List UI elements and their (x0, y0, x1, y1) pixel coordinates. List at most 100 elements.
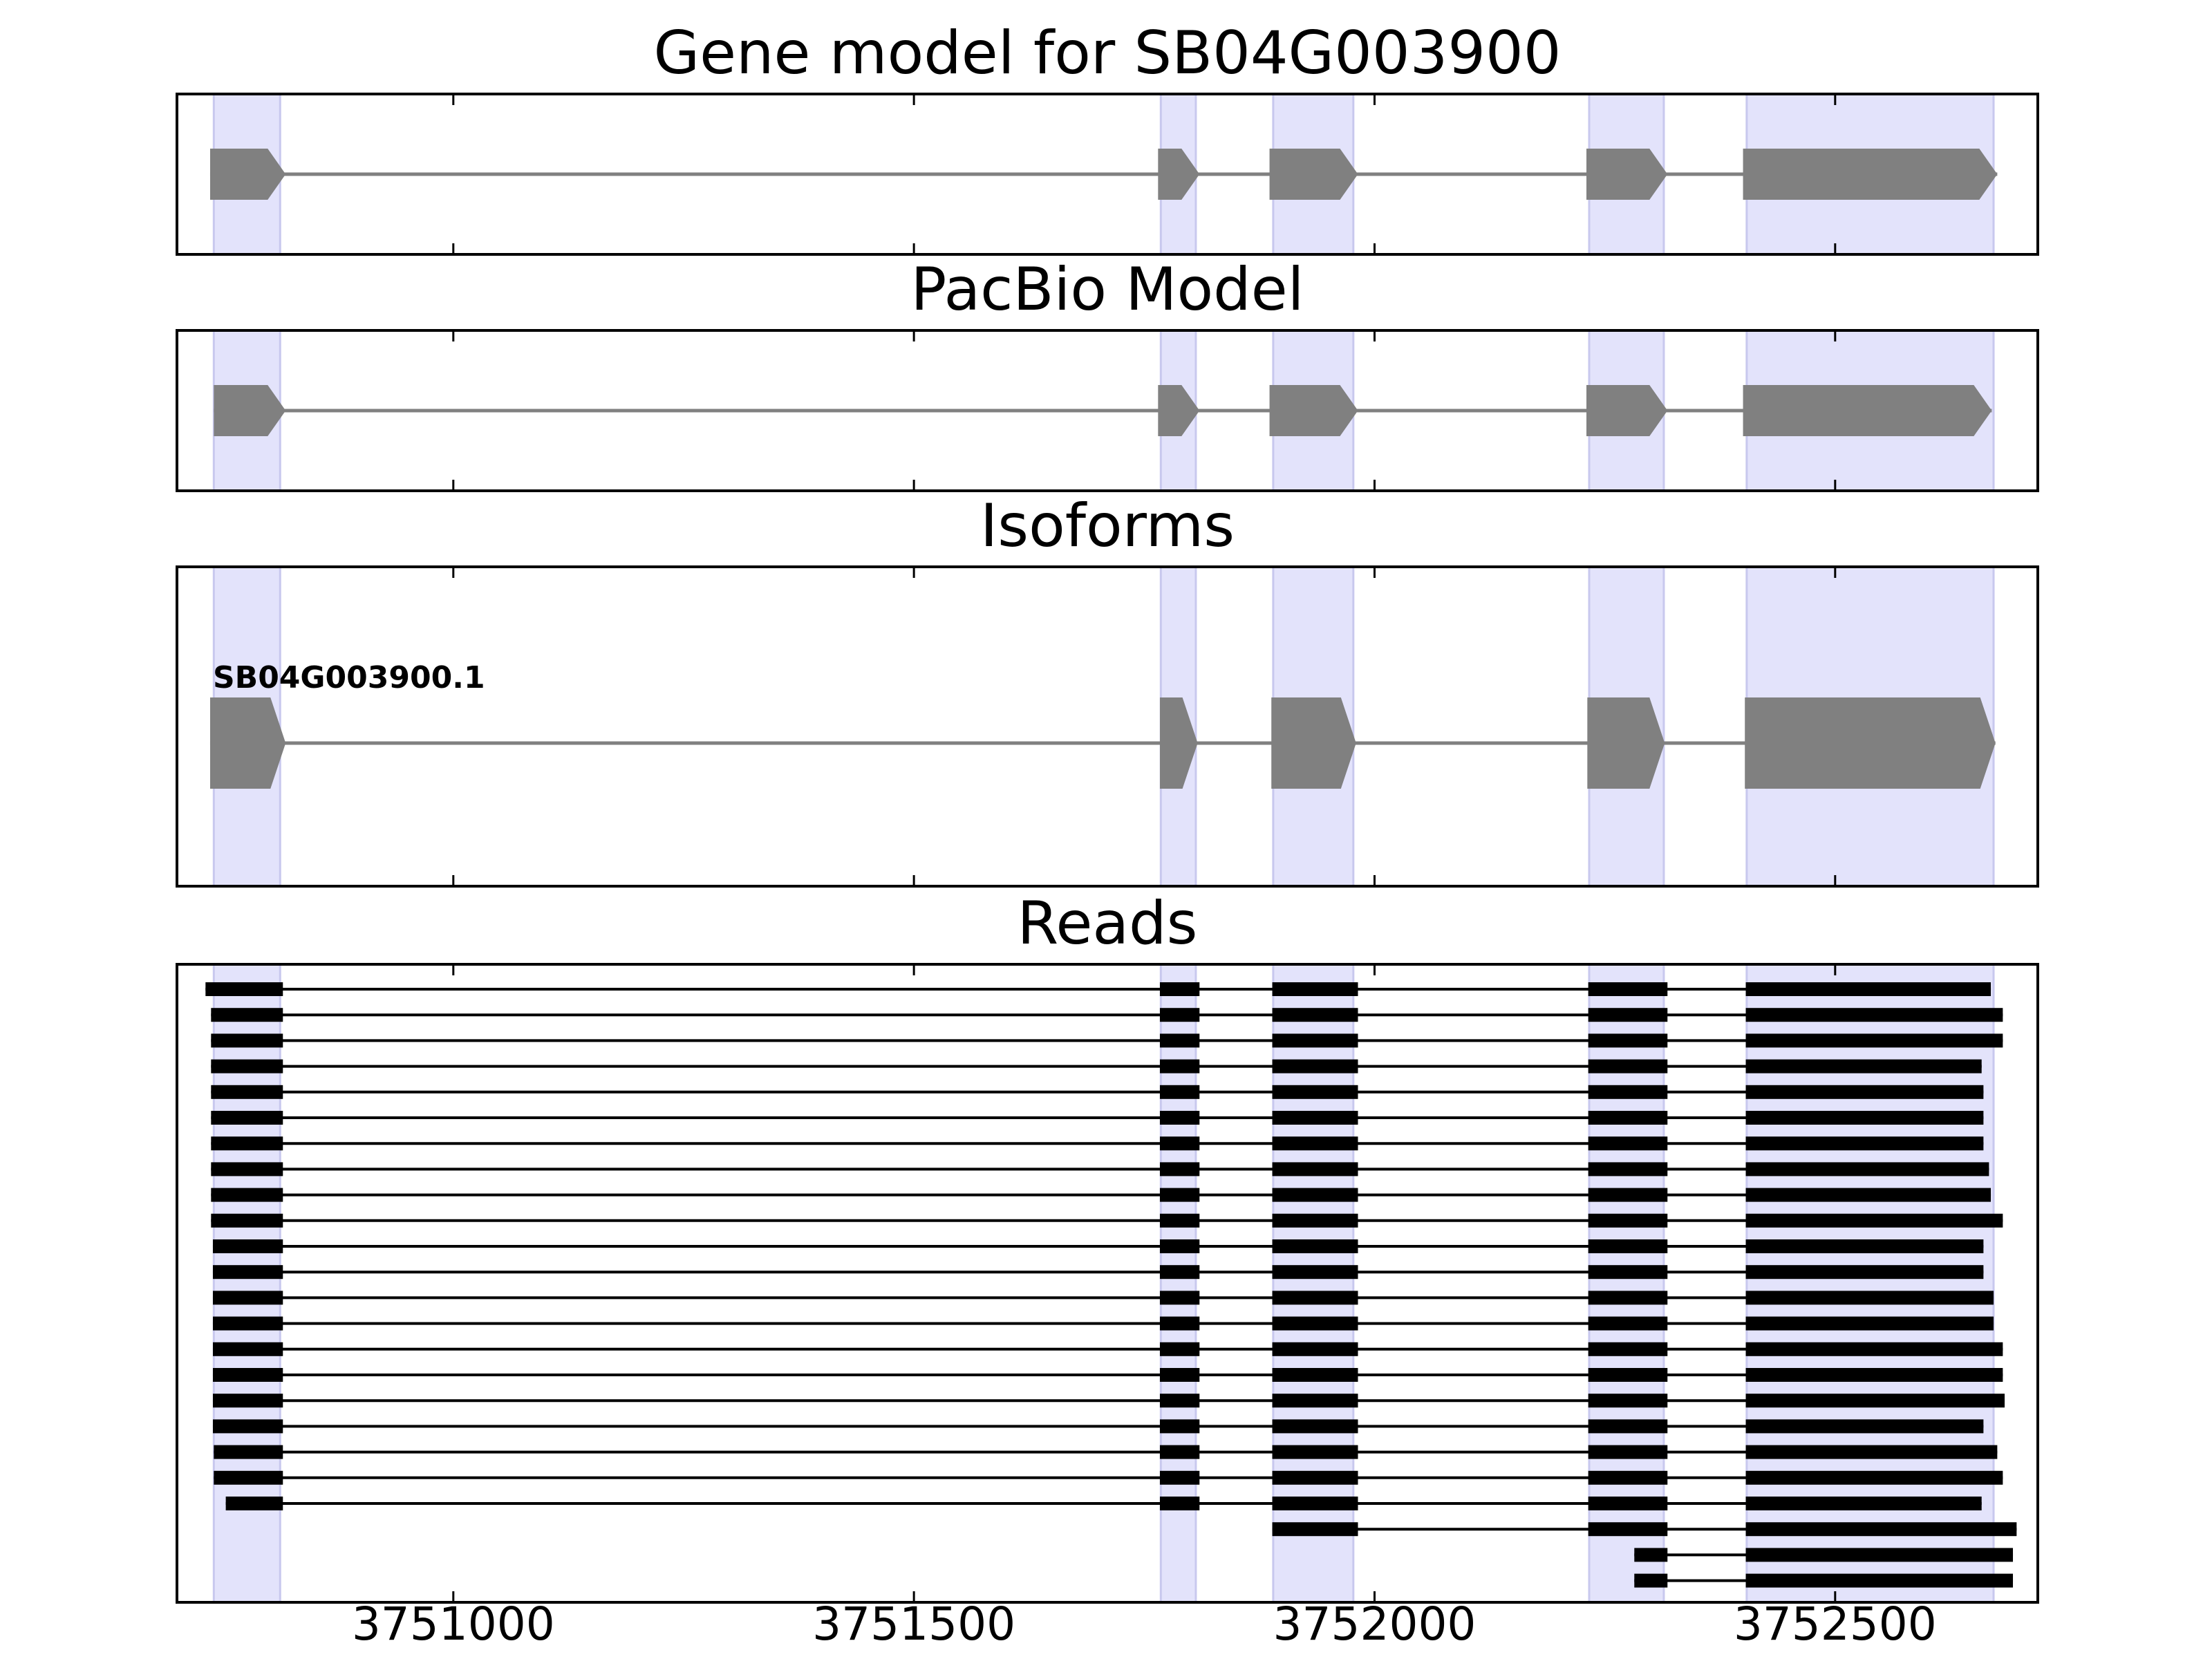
read-exon-block (211, 1188, 283, 1202)
read-exon-block (1745, 1573, 2014, 1588)
exon-block (209, 149, 286, 200)
read-exon-block (1159, 1470, 1200, 1485)
read-exon-block (1272, 1291, 1358, 1305)
read-exon-block (1272, 1368, 1358, 1382)
read-exon-block (225, 1497, 283, 1510)
read-exon-block (1272, 1136, 1358, 1151)
read-exon-block (1588, 1265, 1668, 1280)
x-tick-label: 3752500 (1734, 1597, 1937, 1651)
read-exon-block (1159, 1188, 1200, 1202)
read-exon-block (212, 1394, 283, 1408)
read-exon-block (1745, 1548, 2014, 1562)
read-exon-block (1159, 1085, 1200, 1099)
read-exon-block (1159, 1445, 1200, 1459)
read-exon-block (1588, 1085, 1668, 1099)
read-exon-block (1745, 1085, 1984, 1099)
read-exon-block (214, 1445, 283, 1459)
read-exon-block (1745, 1470, 2003, 1485)
x-tick-label: 3751000 (352, 1597, 555, 1651)
read-exon-block (211, 1059, 283, 1074)
read-exon-block (1745, 1136, 1984, 1151)
read-exon-block (211, 1111, 283, 1125)
panel-title: Gene model for SB04G003900 (654, 19, 1562, 88)
read-exon-block (211, 1085, 283, 1099)
read-exon-block (1745, 1291, 1994, 1305)
read-exon-block (1745, 1394, 2005, 1408)
exon-block (1158, 385, 1200, 436)
exon-block (1587, 697, 1665, 789)
read-exon-block (1159, 1033, 1200, 1048)
read-exon-block (1159, 1316, 1200, 1331)
read-exon-block (1745, 1265, 1984, 1280)
read-exon-block (1159, 1419, 1200, 1434)
read-exon-block (1272, 1522, 1358, 1537)
read-exon-block (1634, 1548, 1668, 1562)
read-exon-block (1272, 1265, 1358, 1280)
read-exon-block (1745, 1008, 2003, 1022)
read-exon-block (1272, 1497, 1358, 1510)
read-exon-block (1159, 1008, 1200, 1022)
read-exon-block (1272, 1085, 1358, 1099)
read-exon-block (1159, 1368, 1200, 1382)
read-exon-block (1588, 1008, 1668, 1022)
read-exon-block (1588, 1059, 1668, 1074)
read-exon-block (1745, 1445, 1998, 1459)
read-exon-block (212, 1342, 283, 1356)
exon-block (1271, 697, 1356, 789)
read-exon-block (1588, 1445, 1668, 1459)
panel-frame (176, 565, 2039, 888)
read-exon-block (1588, 1316, 1668, 1331)
read-exon-block (212, 1239, 283, 1253)
read-exon-block (1588, 1291, 1668, 1305)
read-exon-block (1588, 1239, 1668, 1253)
panel-frame (176, 329, 2039, 492)
read-exon-block (1745, 1213, 2003, 1228)
exon-block (1745, 697, 1996, 789)
read-exon-block (1159, 1394, 1200, 1408)
exon-block (1743, 385, 1992, 436)
exon-block (1159, 697, 1198, 789)
panel-frame (176, 93, 2039, 256)
read-exon-block (1272, 1342, 1358, 1356)
read-exon-block (211, 1162, 283, 1177)
read-exon-block (1745, 1033, 2003, 1048)
read-exon-block (1588, 1419, 1668, 1434)
read-exon-block (211, 1008, 283, 1022)
read-exon-block (1272, 1162, 1358, 1177)
read-exon-block (1159, 1111, 1200, 1125)
read-exon-block (1272, 1111, 1358, 1125)
exon-block (209, 697, 286, 789)
exon-block (1586, 149, 1668, 200)
read-exon-block (1745, 1342, 2003, 1356)
read-exon-block (212, 1316, 283, 1331)
read-exon-block (1272, 1033, 1358, 1048)
read-exon-block (1745, 1188, 1991, 1202)
read-exon-block (1272, 1059, 1358, 1074)
read-exon-block (1272, 1419, 1358, 1434)
read-exon-block (205, 982, 283, 996)
read-exon-block (1745, 1239, 1984, 1253)
read-exon-block (1588, 1394, 1668, 1408)
exon-block (1158, 149, 1200, 200)
read-exon-block (1745, 1111, 1984, 1125)
panel-title: Isoforms (980, 491, 1235, 561)
exon-block (1743, 149, 1998, 200)
read-exon-block (1272, 1188, 1358, 1202)
read-exon-block (1159, 982, 1200, 996)
read-exon-block (1588, 1368, 1668, 1382)
read-exon-block (1745, 1522, 2017, 1537)
read-exon-block (1745, 1059, 1982, 1074)
read-exon-block (1588, 1162, 1668, 1177)
read-exon-block (1745, 1162, 1989, 1177)
read-exon-block (1588, 1470, 1668, 1485)
read-exon-block (212, 1368, 283, 1382)
read-exon-block (1745, 1316, 1994, 1331)
read-exon-block (1272, 1008, 1358, 1022)
exon-block (214, 385, 286, 436)
x-tick-label: 3751500 (812, 1597, 1015, 1651)
isoform-label: SB04G003900.1 (213, 660, 485, 695)
read-exon-block (1745, 1368, 2003, 1382)
read-exon-block (1159, 1342, 1200, 1356)
read-exon-block (212, 1265, 283, 1280)
